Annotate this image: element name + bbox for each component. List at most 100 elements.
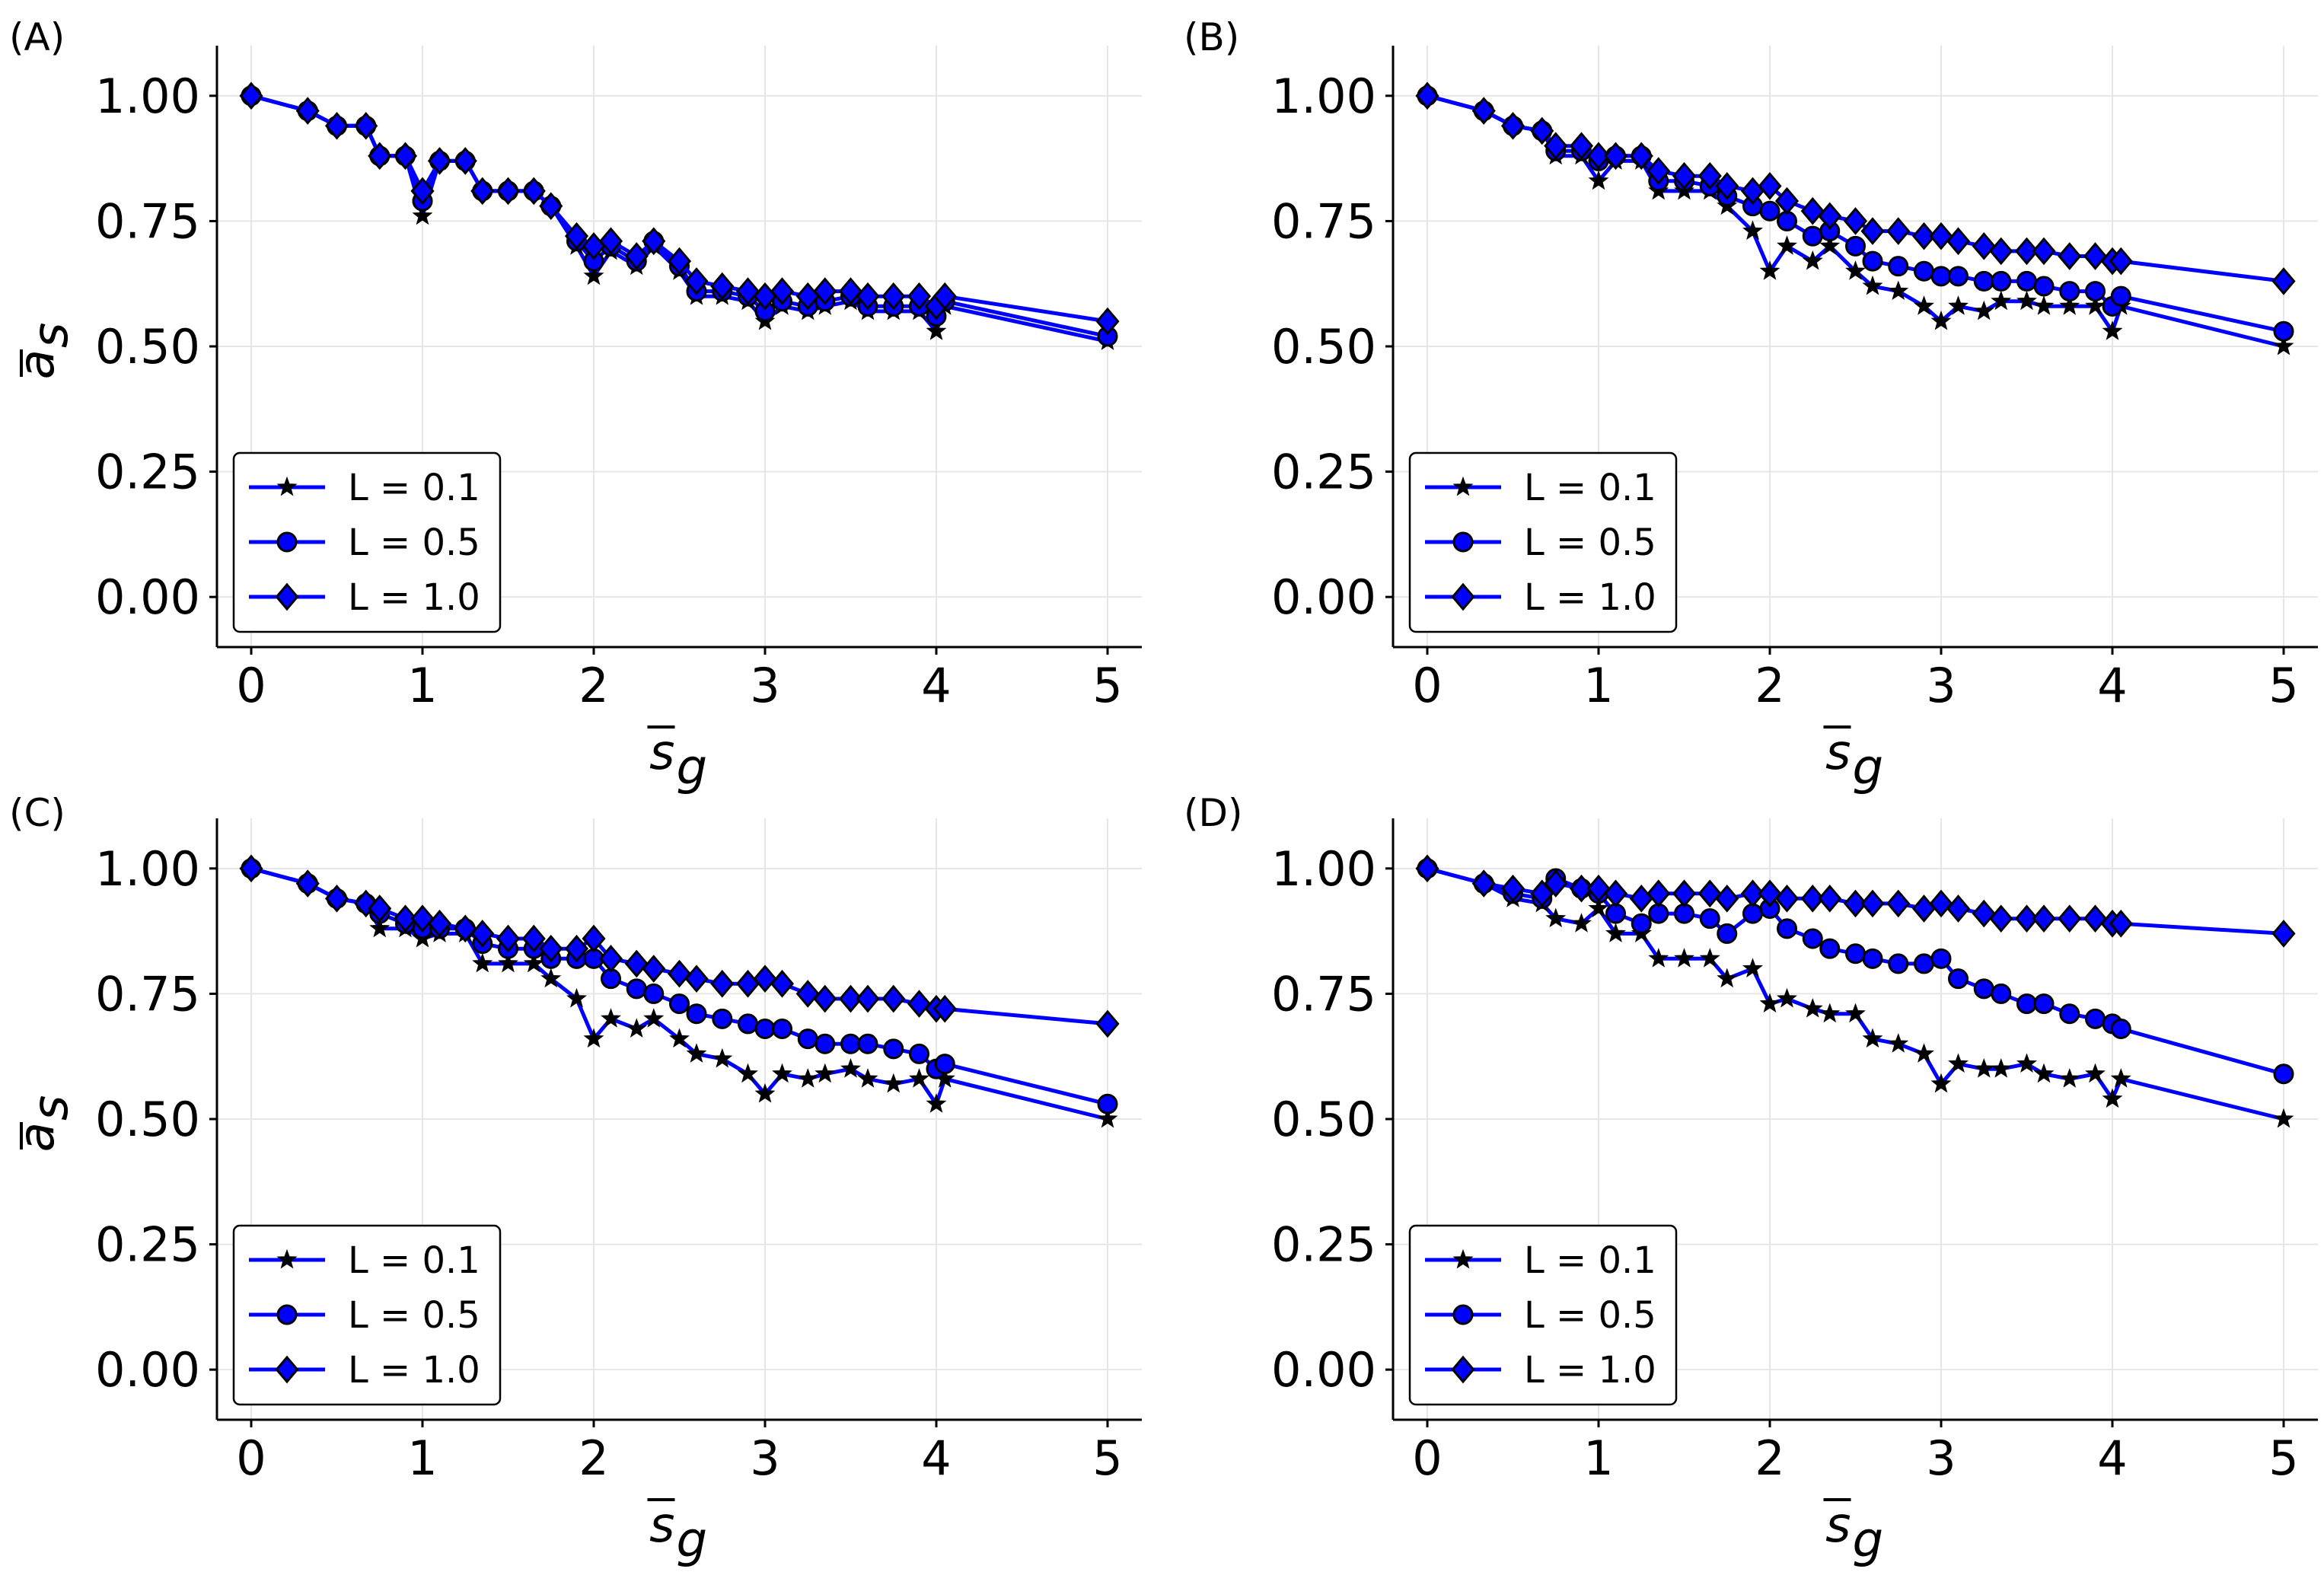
x-tick-label: 2 <box>579 658 608 713</box>
data-point-diamond <box>1758 879 1782 908</box>
data-point-diamond <box>1972 232 1996 260</box>
data-point-diamond <box>324 885 349 913</box>
data-point-diamond <box>1758 172 1782 200</box>
data-point-diamond <box>907 282 932 311</box>
legend-marker-star <box>1452 476 1474 496</box>
data-point-diamond <box>598 945 623 973</box>
data-point-star <box>772 1063 792 1083</box>
data-point-diamond <box>1972 899 1996 928</box>
data-point-circle <box>1888 953 1909 974</box>
data-point-circle <box>857 1033 878 1054</box>
data-point-diamond <box>1989 237 2013 266</box>
data-point-circle <box>1097 1093 1118 1114</box>
data-point-circle <box>643 983 665 1004</box>
x-tick-label: 2 <box>1755 1430 1784 1486</box>
series-line <box>250 94 1108 324</box>
data-point-diamond <box>2014 904 2039 933</box>
legend-entry-label: L = 0.1 <box>1524 1239 1656 1282</box>
data-point-circle <box>1819 938 1841 959</box>
legend-marker-star <box>276 1248 298 1269</box>
data-point-star <box>1930 310 1952 330</box>
data-point-star <box>1819 235 1841 255</box>
data-point-diamond <box>1911 222 1937 250</box>
data-point-star <box>2085 1063 2106 1083</box>
data-point-circle <box>1930 266 1952 287</box>
data-point-diamond <box>1530 116 1554 145</box>
x-axis-title-sub: g <box>677 740 708 796</box>
data-point-diamond <box>1946 894 1971 923</box>
data-point-diamond <box>564 934 589 963</box>
x-tick-label: 1 <box>1583 658 1613 713</box>
data-point-circle <box>772 1019 792 1039</box>
legend-entry-label: L = 0.1 <box>348 467 480 509</box>
panel-label: (C) <box>9 791 65 835</box>
data-point-diamond <box>368 142 392 171</box>
data-point-circle <box>1862 250 1883 272</box>
data-point-diamond <box>1843 207 1868 235</box>
data-point-star <box>797 1068 818 1088</box>
data-point-star <box>1802 250 1823 270</box>
data-point-circle <box>1777 918 1797 939</box>
legend-marker-diamond <box>275 1355 299 1384</box>
data-point-diamond <box>881 984 906 1013</box>
data-point-star <box>566 987 587 1008</box>
data-point-diamond <box>582 924 606 953</box>
legend-frame <box>1408 451 1678 633</box>
y-tick-label: 0.25 <box>1271 1217 1376 1273</box>
data-point-diamond <box>1672 161 1697 190</box>
data-point-diamond <box>1989 904 2013 933</box>
data-point-diamond <box>410 904 435 933</box>
data-point-circle <box>626 978 647 1000</box>
data-point-diamond <box>1698 879 1722 908</box>
data-point-circle <box>1845 943 1866 965</box>
data-point-diamond <box>295 97 320 125</box>
y-axis-title-sub: s <box>23 323 79 348</box>
x-tick-label: 3 <box>750 658 779 713</box>
data-point-diamond <box>368 894 392 923</box>
legend-marker-circle <box>1452 531 1474 553</box>
y-tick-label: 1.00 <box>95 841 200 897</box>
legend: L = 0.1 L = 0.5 L = 1.0 <box>232 1224 502 1406</box>
data-point-diamond <box>2271 267 2296 295</box>
data-point-diamond <box>2083 242 2108 270</box>
data-point-diamond <box>1929 889 1953 918</box>
y-tick-label: 1.00 <box>1271 69 1376 124</box>
data-point-diamond <box>624 949 649 978</box>
data-point-diamond <box>838 277 863 305</box>
x-tick-label: 4 <box>921 1430 951 1486</box>
y-tick-label: 0.75 <box>1271 193 1376 249</box>
data-point-diamond <box>770 969 795 998</box>
data-point-diamond <box>642 955 666 983</box>
data-point-star <box>498 952 518 973</box>
data-point-star <box>2273 335 2294 356</box>
data-point-diamond <box>1860 889 1885 918</box>
data-point-diamond <box>2032 237 2056 266</box>
legend-frame <box>232 1224 502 1406</box>
data-point-diamond <box>393 142 418 171</box>
data-point-circle <box>2085 281 2106 302</box>
data-point-diamond <box>932 282 957 311</box>
y-axis-title-sub: s <box>23 323 79 348</box>
data-point-circle <box>2059 1003 2080 1025</box>
data-point-diamond <box>2032 904 2056 933</box>
data-point-circle <box>1631 913 1652 934</box>
x-tick-label: 2 <box>579 1430 608 1486</box>
y-axis-title-group: as <box>9 323 79 380</box>
data-point-diamond <box>2058 242 2082 270</box>
data-point-star <box>412 205 433 225</box>
data-point-star <box>1759 260 1780 280</box>
panel-label: (B) <box>1184 15 1239 59</box>
data-point-circle <box>1717 923 1738 944</box>
data-point-diamond <box>1672 879 1697 908</box>
data-point-diamond <box>684 267 709 295</box>
data-point-star <box>2059 295 2080 315</box>
data-point-circle <box>1991 270 2012 292</box>
data-point-circle <box>1948 266 1969 287</box>
data-point-diamond <box>1603 142 1628 171</box>
data-point-diamond <box>1586 874 1611 903</box>
data-point-diamond <box>1544 869 1568 898</box>
y-tick-label: 0.50 <box>95 1092 200 1147</box>
data-point-star <box>1545 907 1567 928</box>
x-tick-label: 0 <box>236 658 266 713</box>
